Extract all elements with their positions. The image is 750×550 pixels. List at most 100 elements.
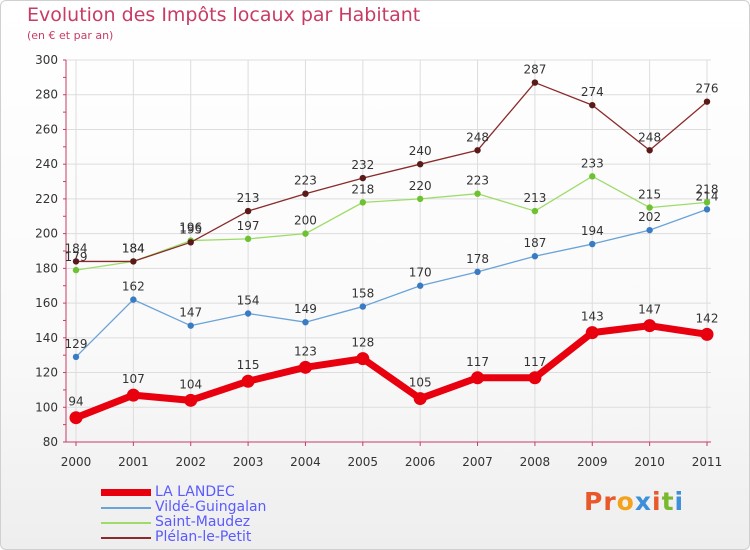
- x-tick-label: 2001: [118, 455, 149, 469]
- data-label: 105: [409, 376, 432, 390]
- legend-item: Saint-Maudez: [101, 515, 341, 530]
- data-label: 218: [351, 182, 374, 196]
- data-point: [700, 327, 714, 341]
- x-tick-label: 2006: [405, 455, 436, 469]
- data-label: 129: [65, 337, 88, 351]
- data-point: [130, 296, 137, 303]
- data-label: 213: [523, 191, 546, 205]
- legend-label: Plélan-le-Petit: [155, 529, 252, 545]
- data-label: 154: [237, 294, 260, 308]
- data-point: [356, 352, 370, 366]
- data-label: 220: [409, 179, 432, 193]
- data-label: 170: [409, 266, 432, 280]
- series-line-2: [75, 175, 708, 271]
- data-point: [703, 199, 711, 206]
- x-tick-label: 2008: [520, 455, 551, 469]
- data-point: [184, 393, 198, 407]
- data-label: 196: [179, 221, 202, 235]
- data-point: [302, 190, 309, 197]
- data-point: [302, 230, 309, 237]
- data-label: 184: [122, 241, 145, 255]
- data-point: [646, 147, 653, 154]
- legend-swatch: [101, 507, 151, 509]
- data-point: [302, 318, 309, 326]
- legend-swatch: [101, 522, 151, 524]
- data-label: 117: [466, 355, 489, 369]
- legend-label: Vildé-Guingalan: [155, 499, 267, 515]
- data-label: 218: [696, 182, 719, 196]
- data-point: [244, 310, 252, 317]
- data-point: [589, 240, 596, 248]
- data-point: [531, 207, 539, 215]
- x-tick-label: 2000: [61, 455, 92, 469]
- chart-subtitle: (en € et par an): [27, 29, 114, 42]
- y-tick-label: 120: [35, 366, 58, 380]
- y-tick-label: 100: [35, 400, 58, 414]
- y-tick-label: 240: [35, 157, 58, 171]
- x-tick-label: 2009: [577, 455, 608, 469]
- data-point: [416, 195, 424, 203]
- data-point: [531, 253, 539, 260]
- data-label: 223: [294, 174, 317, 188]
- data-label: 184: [65, 241, 88, 255]
- data-point: [359, 199, 367, 206]
- legend: LA LANDEC Vildé-Guingalan Saint-Maudez Plél…: [101, 485, 341, 545]
- data-point: [474, 268, 481, 276]
- data-point: [589, 173, 596, 180]
- data-label: 248: [466, 130, 489, 144]
- data-label: 287: [523, 63, 546, 77]
- data-label: 276: [696, 82, 719, 96]
- data-label: 213: [237, 191, 260, 205]
- data-point: [416, 160, 424, 168]
- x-tick-label: 2010: [634, 455, 665, 469]
- data-point: [531, 79, 539, 86]
- data-label: 240: [409, 144, 432, 158]
- data-label: 187: [523, 236, 546, 250]
- data-label: 142: [696, 311, 719, 325]
- data-label: 233: [581, 156, 604, 170]
- y-tick-label: 280: [35, 88, 58, 102]
- data-point: [646, 226, 653, 234]
- data-label: 147: [179, 306, 202, 320]
- data-label: 184: [122, 241, 145, 255]
- x-tick-label: 2003: [233, 455, 264, 469]
- y-tick-label: 260: [35, 122, 58, 136]
- x-tick-label: 2011: [692, 455, 723, 469]
- x-tick-label: 2007: [462, 455, 493, 469]
- series-line-1: [75, 208, 708, 358]
- legend-label: Saint-Maudez: [155, 514, 251, 530]
- data-label: 117: [523, 355, 546, 369]
- data-point: [187, 239, 194, 246]
- data-point: [244, 207, 252, 215]
- data-point: [474, 147, 481, 154]
- data-point: [416, 282, 424, 289]
- legend-swatch: [101, 537, 151, 539]
- series-line-3: [76, 81, 708, 263]
- data-point: [528, 371, 542, 385]
- data-label: 194: [581, 224, 604, 238]
- data-point: [359, 303, 367, 310]
- data-point: [72, 258, 80, 265]
- data-point: [471, 371, 485, 385]
- legend-item: Vildé-Guingalan: [101, 500, 341, 515]
- y-tick-label: 160: [35, 296, 58, 310]
- x-tick-label: 2005: [348, 455, 379, 469]
- data-point: [298, 360, 312, 374]
- data-point: [187, 322, 194, 329]
- legend-item: LA LANDEC: [101, 485, 341, 500]
- series-line-0: [74, 322, 708, 421]
- data-point: [241, 374, 255, 388]
- data-label: 223: [466, 174, 489, 188]
- data-point: [244, 235, 252, 243]
- data-label: 214: [696, 189, 719, 203]
- proxiti-logo: Proxiti: [584, 487, 685, 516]
- y-tick-label: 200: [35, 227, 58, 241]
- data-label: 215: [638, 188, 661, 202]
- data-label: 123: [294, 344, 317, 358]
- data-point: [72, 266, 80, 274]
- data-point: [359, 174, 367, 182]
- data-label: 143: [581, 310, 604, 324]
- data-point: [646, 204, 653, 211]
- y-tick-label: 220: [35, 192, 58, 206]
